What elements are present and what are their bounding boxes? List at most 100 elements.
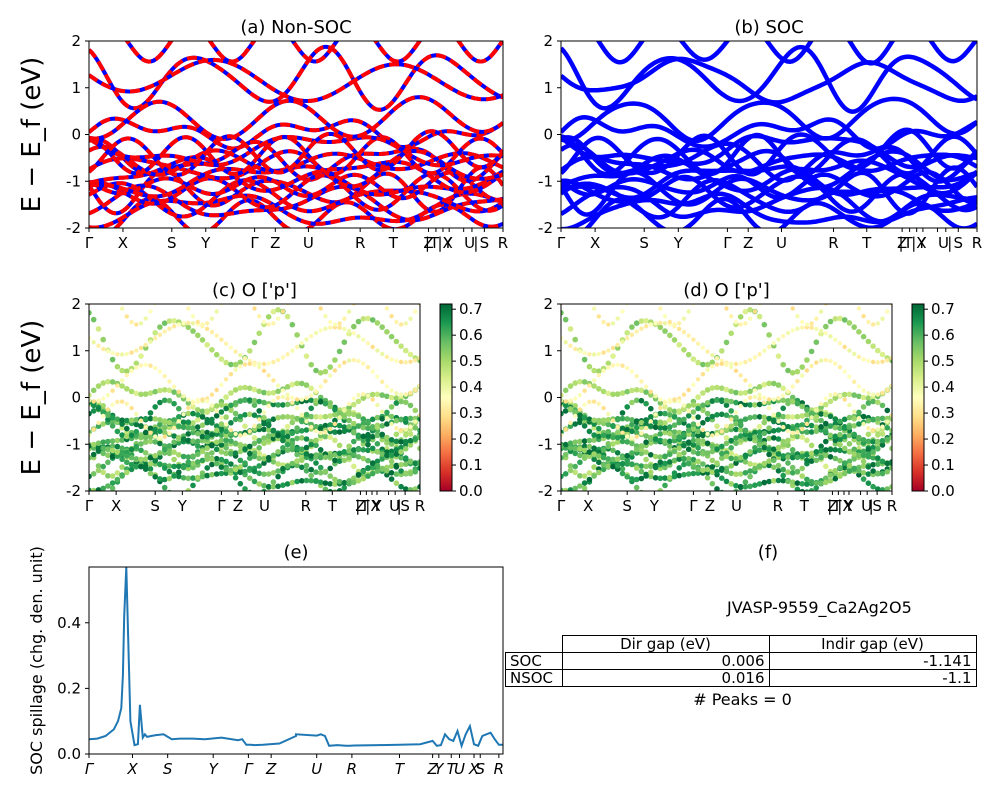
projection-point: [317, 414, 324, 420]
projection-point: [879, 470, 886, 477]
projection-point: [185, 425, 192, 431]
projection-point: [860, 404, 867, 410]
projection-point: [714, 397, 720, 404]
projection-point: [789, 399, 796, 405]
projection-point: [290, 400, 295, 405]
projection-point: [629, 324, 635, 330]
x-tick-label: Γ: [557, 234, 566, 252]
projection-point: [190, 482, 196, 489]
projection-point: [704, 450, 711, 456]
projection-point: [223, 437, 229, 443]
projection-point: [757, 392, 762, 397]
projection-point: [285, 396, 290, 401]
projection-point: [128, 446, 135, 453]
projection-point: [232, 400, 239, 406]
row-label-nsoc: NSOC: [505, 669, 563, 687]
projection-point: [667, 407, 673, 413]
projection-point: [190, 429, 196, 436]
projection-point: [91, 340, 96, 345]
projection-point: [209, 450, 215, 456]
projection-point: [237, 443, 244, 450]
projection-point: [256, 445, 263, 451]
projection-point: [681, 471, 687, 478]
projection-point: [856, 468, 862, 474]
projection-point: [317, 464, 324, 471]
projection-point: [161, 424, 168, 431]
projection-point: [620, 430, 625, 435]
projection-point: [681, 347, 687, 353]
x-tick-label: T: [861, 234, 872, 252]
projection-point: [870, 427, 876, 433]
projection-point: [176, 392, 182, 398]
projection-point: [205, 399, 210, 404]
projection-point: [756, 313, 763, 320]
projection-point: [577, 392, 583, 398]
projection-point: [823, 357, 828, 363]
projection-point: [266, 373, 271, 378]
projection-point: [351, 396, 356, 401]
projection-point: [633, 418, 640, 424]
projection-point: [615, 342, 620, 348]
projection-point: [662, 400, 668, 406]
projection-point: [818, 358, 824, 363]
x-tick-label: Z: [743, 234, 753, 252]
projection-point: [261, 440, 267, 447]
projection-point: [775, 411, 782, 418]
projection-point: [880, 359, 885, 364]
projection-point: [285, 352, 290, 357]
projection-point: [143, 316, 148, 321]
projection-point: [275, 432, 281, 438]
projection-point: [856, 409, 862, 416]
projection-point: [724, 492, 730, 498]
projection-point: [100, 403, 106, 409]
projection-point: [275, 468, 281, 474]
projection-point: [667, 332, 673, 339]
projection-point: [336, 450, 343, 457]
projection-point: [100, 450, 106, 457]
projection-point: [747, 383, 753, 388]
projection-point: [756, 423, 763, 430]
projection-point: [336, 442, 343, 449]
projection-point: [138, 353, 144, 359]
projection-point: [619, 390, 626, 396]
projection-point: [109, 418, 116, 425]
projection-point: [413, 358, 418, 363]
projection-point: [818, 411, 824, 417]
projection-point: [620, 339, 625, 344]
projection-point: [237, 469, 244, 476]
projection-point: [843, 286, 847, 290]
projection-point: [865, 395, 872, 402]
projection-point: [89, 310, 92, 316]
projection-point: [719, 348, 725, 354]
projection-point: [794, 433, 801, 440]
projection-point: [860, 458, 867, 465]
projection-point: [351, 475, 357, 482]
projection-point: [199, 337, 206, 343]
projection-point: [705, 349, 710, 354]
projection-point: [147, 415, 154, 422]
projection-point: [238, 353, 243, 358]
x-tick-label: R: [355, 234, 365, 252]
projection-point: [393, 438, 400, 445]
projection-point: [185, 431, 192, 437]
projection-point: [879, 351, 886, 358]
projection-point: [752, 448, 758, 455]
projection-point: [114, 449, 121, 455]
projection-point: [294, 478, 300, 485]
projection-point: [837, 441, 843, 448]
projection-point: [403, 347, 409, 354]
projection-point: [771, 412, 776, 417]
projection-point: [719, 361, 724, 366]
projection-point: [606, 365, 611, 370]
projection-point: [564, 293, 568, 297]
projection-point: [728, 330, 734, 337]
projection-point: [681, 461, 687, 468]
projection-point: [700, 345, 706, 350]
projection-point: [586, 443, 593, 450]
projection-point: [577, 483, 583, 489]
projection-point: [180, 419, 187, 426]
projection-point: [681, 403, 687, 408]
projection-point: [624, 474, 630, 480]
projection-point: [384, 329, 390, 335]
projection-point: [823, 479, 829, 486]
